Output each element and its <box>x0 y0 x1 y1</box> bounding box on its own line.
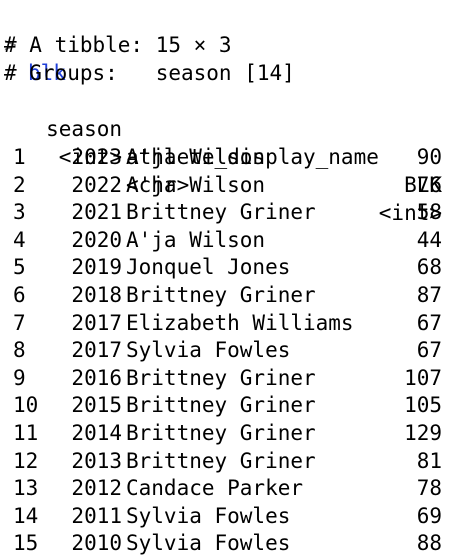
table-row: 8 2017 Sylvia Fowles 67 <box>0 336 464 364</box>
row-season: 2012 <box>71 476 122 501</box>
row-index: 4 <box>13 227 26 252</box>
column-type-athlete: <chr> <box>126 173 190 197</box>
row-athlete: Brittney Griner <box>126 365 316 390</box>
row-season: 2010 <box>71 531 122 556</box>
column-header-athlete: athlete_display_name <box>126 145 379 169</box>
row-index: 9 <box>13 365 26 390</box>
tibble-dimension-line: # A tibble: 15 × 3 <box>4 33 232 57</box>
table-row: 1 2023 A'ja Wilson 90 <box>0 143 464 171</box>
row-season: 2019 <box>71 255 122 280</box>
row-athlete: Candace Parker <box>126 476 304 501</box>
column-type-season: <int> <box>58 145 122 169</box>
row-index: 10 <box>13 393 39 418</box>
table-row: 2 2022 A'ja Wilson 76 <box>0 171 464 199</box>
row-blk: 129 <box>404 421 442 445</box>
table-row: 14 2011 Sylvia Fowles 69 <box>0 502 464 530</box>
table-row: 6 2018 Brittney Griner 87 <box>0 281 464 309</box>
console-prompt: > <box>4 33 17 57</box>
row-blk: 68 <box>416 255 442 280</box>
command-line: > blk <box>0 3 66 85</box>
table-row: 15 2010 Sylvia Fowles 88 <box>0 529 464 557</box>
table-row: 5 2019 Jonquel Jones 68 <box>0 253 464 281</box>
row-athlete: Brittney Griner <box>126 200 316 225</box>
row-season: 2022 <box>71 172 122 197</box>
row-index: 11 <box>13 421 39 445</box>
row-blk: 76 <box>416 172 442 197</box>
row-season: 2021 <box>71 200 122 225</box>
row-index: 6 <box>13 283 26 307</box>
row-index: 2 <box>13 172 26 197</box>
row-index: 1 <box>13 145 26 169</box>
column-header-blk: BLK <box>404 173 442 197</box>
row-index: 3 <box>13 200 26 225</box>
column-header-season: season <box>46 117 122 141</box>
row-index: 15 <box>13 531 39 556</box>
row-index: 13 <box>13 476 39 501</box>
row-athlete: A'ja Wilson <box>126 172 266 197</box>
table-row: 11 2014 Brittney Griner 129 <box>0 419 464 447</box>
row-blk: 78 <box>416 476 442 501</box>
row-blk: 67 <box>416 338 442 363</box>
row-athlete: Brittney Griner <box>126 393 316 418</box>
row-index: 12 <box>13 448 39 473</box>
row-season: 2016 <box>71 365 122 390</box>
row-season: 2017 <box>71 338 122 363</box>
row-athlete: A'ja Wilson <box>126 227 266 252</box>
row-athlete: Elizabeth Williams <box>126 310 354 335</box>
row-index: 7 <box>13 310 26 335</box>
row-season: 2013 <box>71 448 122 473</box>
row-athlete: Sylvia Fowles <box>126 503 291 528</box>
row-athlete: Brittney Griner <box>126 421 316 445</box>
row-blk: 44 <box>416 227 442 252</box>
row-season: 2011 <box>71 503 122 528</box>
row-athlete: Sylvia Fowles <box>126 338 291 363</box>
row-season: 2014 <box>71 421 122 445</box>
column-type-blk: <int> <box>378 201 442 225</box>
row-index: 5 <box>13 255 26 280</box>
table-row: 9 2016 Brittney Griner 107 <box>0 364 464 392</box>
row-index: 8 <box>13 338 26 363</box>
row-blk: 88 <box>416 531 442 556</box>
table-row: 4 2020 A'ja Wilson 44 <box>0 226 464 254</box>
row-blk: 58 <box>416 200 442 225</box>
row-season: 2018 <box>71 283 122 307</box>
table-row: 10 2015 Brittney Griner 105 <box>0 391 464 419</box>
table-row: 12 2013 Brittney Griner 81 <box>0 447 464 475</box>
row-blk: 67 <box>416 310 442 335</box>
row-athlete: Brittney Griner <box>126 448 316 473</box>
row-athlete: Sylvia Fowles <box>126 531 291 556</box>
row-season: 2020 <box>71 227 122 252</box>
row-blk: 90 <box>416 145 442 169</box>
table-row: 3 2021 Brittney Griner 58 <box>0 198 464 226</box>
row-blk: 69 <box>416 503 442 528</box>
column-type-row: <int> <chr> <int> <box>0 115 464 225</box>
row-athlete: A'ja Wilson <box>126 145 266 169</box>
row-season: 2023 <box>71 145 122 169</box>
table-row: 13 2012 Candace Parker 78 <box>0 474 464 502</box>
console-command: blk <box>28 61 66 85</box>
row-athlete: Brittney Griner <box>126 283 316 307</box>
table-row: 7 2017 Elizabeth Williams 67 <box>0 309 464 337</box>
row-blk: 105 <box>404 393 442 418</box>
column-header-row: season athlete_display_name BLK <box>0 87 464 197</box>
row-blk: 107 <box>404 365 442 390</box>
row-blk: 87 <box>416 283 442 307</box>
row-index: 14 <box>13 503 39 528</box>
tibble-groups-line: # Groups: season [14] <box>4 61 295 85</box>
row-season: 2015 <box>71 393 122 418</box>
row-athlete: Jonquel Jones <box>126 255 291 280</box>
row-blk: 81 <box>416 448 442 473</box>
row-season: 2017 <box>71 310 122 335</box>
